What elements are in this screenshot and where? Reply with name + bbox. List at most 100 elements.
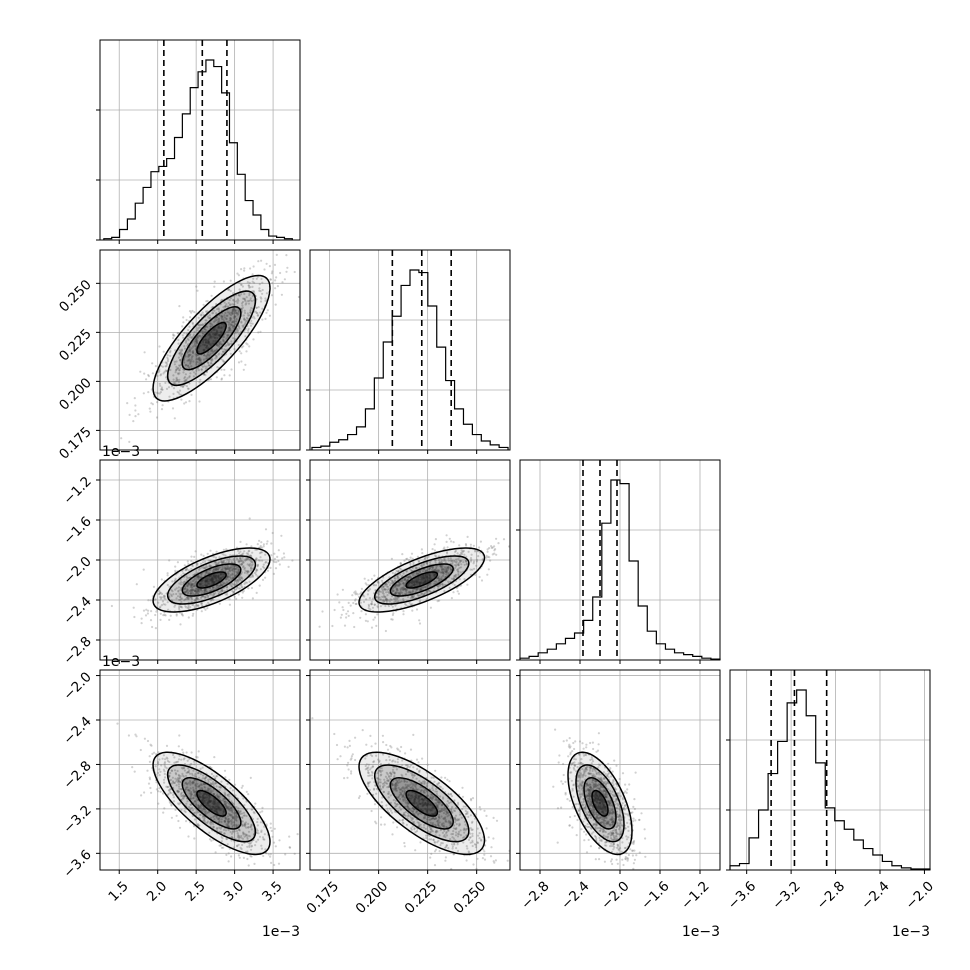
sample-point (245, 302, 248, 305)
sample-point (147, 375, 150, 378)
sample-point (188, 358, 191, 361)
sample-point (221, 315, 224, 318)
sample-point (238, 350, 241, 353)
sample-point (215, 348, 218, 351)
sample-point (210, 350, 213, 353)
sample-point (233, 595, 236, 598)
sample-point (213, 328, 216, 331)
sample-point (248, 517, 251, 520)
sample-point (146, 739, 150, 743)
sample-point (165, 744, 169, 748)
sample-point (226, 334, 229, 337)
sample-point (340, 613, 343, 616)
sample-point (207, 364, 210, 367)
sample-point (443, 546, 446, 549)
sample-point (356, 593, 359, 596)
sample-point (146, 612, 149, 615)
sample-point (372, 618, 375, 621)
sample-point (218, 844, 221, 847)
sample-point (161, 404, 164, 407)
sample-point (187, 835, 190, 838)
sample-point (229, 296, 232, 300)
sample-point (204, 310, 208, 313)
sample-point (161, 365, 164, 368)
y-tick-label: 0.200 (56, 375, 95, 414)
sample-point (244, 321, 247, 324)
sample-point (213, 332, 216, 335)
sample-point (150, 610, 153, 613)
sample-point (223, 368, 226, 371)
sample-point (149, 599, 152, 602)
sample-point (265, 311, 268, 314)
sample-point (249, 322, 252, 325)
sample-point (236, 330, 239, 333)
sample-point (276, 555, 279, 559)
sample-point (189, 372, 192, 375)
scatter-panel-1-4: 1.5 2.0 2.5 3.0 3.5−3.6−3.2−2.8−2.4−2.01e−31… (60, 654, 301, 940)
sample-point (489, 559, 492, 562)
sample-point (264, 299, 267, 302)
sample-point (190, 555, 193, 558)
sample-point (151, 362, 154, 365)
sample-point (198, 356, 201, 359)
sample-point (144, 614, 148, 617)
sample-point (217, 353, 220, 356)
x-tick-label: −3.6 (725, 878, 759, 912)
sample-point (193, 342, 197, 345)
sample-point (168, 559, 171, 562)
sample-point (178, 378, 181, 381)
sample-point (347, 761, 350, 764)
sample-point (363, 577, 366, 580)
sample-point (232, 320, 235, 323)
sample-point (349, 604, 352, 607)
sample-point (157, 790, 160, 793)
sample-point (409, 556, 412, 559)
sample-point (196, 367, 199, 370)
sample-point (197, 369, 200, 372)
sample-point (461, 795, 465, 798)
sample-point (355, 602, 358, 606)
sample-point (126, 402, 129, 405)
sample-point (270, 294, 274, 297)
sample-point (222, 306, 225, 309)
sample-point (210, 349, 213, 352)
sample-point (168, 618, 171, 622)
sample-point (187, 338, 190, 342)
sample-point (203, 373, 206, 376)
sample-point (293, 852, 296, 855)
sample-point (403, 559, 406, 562)
sample-point (223, 374, 226, 377)
sample-point (185, 751, 188, 754)
sample-point (273, 827, 276, 830)
panel-frame (99, 39, 301, 241)
sample-point (188, 310, 192, 313)
sample-point (178, 359, 181, 362)
sample-point (159, 790, 162, 793)
sample-point (162, 372, 165, 375)
sample-point (250, 586, 254, 590)
sample-point (391, 618, 394, 621)
sample-point (238, 288, 241, 291)
sample-point (478, 575, 481, 579)
sample-point (160, 578, 163, 581)
x-tick-label: −3.2 (769, 878, 803, 912)
sample-point (199, 359, 202, 362)
sample-point (215, 316, 218, 319)
histogram-step (311, 269, 509, 450)
sample-point (228, 299, 231, 302)
sample-point (209, 362, 212, 365)
sample-point (174, 382, 177, 385)
sample-point (207, 346, 210, 349)
sample-point (223, 316, 226, 319)
sample-point (149, 410, 152, 413)
sample-point (244, 322, 247, 326)
sample-point (260, 546, 264, 549)
y-tick-label: −2.8 (60, 634, 94, 668)
sample-point (177, 380, 180, 383)
sample-point (488, 547, 491, 550)
sample-point (495, 537, 498, 540)
sample-point (243, 309, 246, 312)
sample-point (225, 317, 228, 320)
sample-point (163, 370, 166, 374)
